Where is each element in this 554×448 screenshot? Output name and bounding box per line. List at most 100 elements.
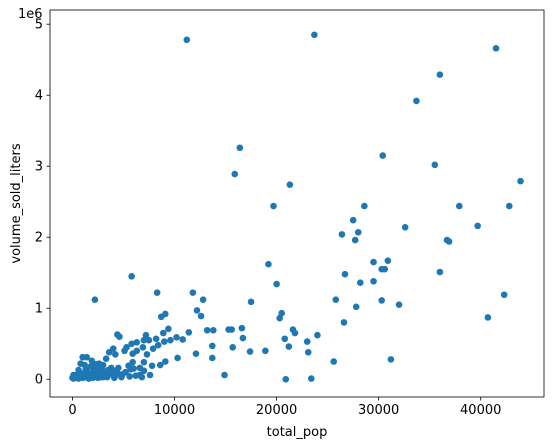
- data-point: [112, 372, 119, 380]
- data-point: [436, 71, 444, 78]
- data-point: [139, 343, 147, 351]
- data-point: [199, 296, 207, 304]
- data-point: [192, 350, 200, 357]
- data-point: [341, 270, 349, 278]
- data-point: [500, 291, 508, 299]
- data-point: [157, 313, 165, 321]
- y-tick-label: 0: [35, 373, 43, 388]
- data-point: [148, 362, 156, 370]
- data-point: [228, 326, 235, 333]
- data-point: [236, 144, 244, 152]
- data-point: [133, 339, 141, 346]
- data-point: [81, 361, 88, 369]
- data-point: [506, 202, 513, 210]
- data-point: [349, 216, 357, 224]
- data-point: [183, 36, 191, 44]
- data-point: [262, 347, 269, 355]
- data-point: [75, 366, 82, 374]
- data-point: [99, 361, 107, 369]
- data-point: [140, 336, 148, 344]
- data-point: [162, 358, 169, 365]
- data-point: [276, 314, 283, 322]
- data-point: [156, 361, 164, 369]
- data-point: [291, 329, 299, 337]
- data-point: [270, 202, 277, 210]
- data-point: [138, 373, 146, 381]
- data-point: [221, 371, 228, 379]
- data-point: [112, 351, 119, 358]
- data-point: [370, 277, 377, 285]
- y-axis-ticks: 0 1 2 3 4 5: [35, 18, 50, 388]
- data-point: [304, 348, 312, 356]
- data-point: [189, 289, 197, 296]
- data-point: [384, 257, 392, 264]
- data-point: [121, 347, 128, 355]
- data-point: [128, 272, 135, 280]
- data-point: [173, 334, 180, 341]
- data-point: [436, 268, 444, 276]
- data-point: [247, 298, 255, 306]
- data-point: [379, 152, 387, 159]
- data-point: [152, 335, 160, 343]
- x-tick-label: 10000: [154, 403, 195, 418]
- data-point: [91, 296, 99, 304]
- data-point: [401, 223, 409, 231]
- y-tick-label: 4: [35, 89, 43, 104]
- data-point: [484, 314, 492, 321]
- data-point: [185, 329, 193, 336]
- y-tick-label: 5: [35, 18, 43, 33]
- data-point: [307, 375, 315, 382]
- data-point: [133, 347, 141, 355]
- data-point: [114, 331, 121, 338]
- data-point: [352, 303, 360, 311]
- data-point: [361, 202, 368, 210]
- data-point: [165, 325, 172, 333]
- data-point: [193, 307, 201, 314]
- data-point: [89, 374, 97, 382]
- data-point: [351, 236, 359, 244]
- y-tick-label: 2: [35, 231, 43, 246]
- x-tick-label: 40000: [460, 403, 501, 418]
- data-point: [140, 358, 148, 366]
- data-point: [208, 342, 216, 350]
- data-point: [93, 365, 101, 372]
- y-tick-label: 3: [35, 160, 43, 175]
- data-point: [127, 366, 134, 373]
- data-point: [88, 357, 96, 365]
- data-point: [145, 336, 153, 344]
- data-point: [103, 373, 111, 381]
- data-point: [338, 231, 346, 238]
- data-point: [431, 161, 439, 169]
- y-axis-offset-label: 1e6: [18, 7, 43, 22]
- data-point: [474, 222, 481, 230]
- data-point: [154, 341, 162, 349]
- data-point: [79, 353, 86, 361]
- y-tick-label: 1: [35, 302, 43, 317]
- data-point: [159, 329, 167, 337]
- data-point: [356, 279, 364, 286]
- points-layer: [69, 31, 524, 383]
- data-point: [340, 319, 348, 326]
- data-point: [314, 331, 321, 339]
- data-point: [210, 326, 217, 334]
- x-tick-label: 20000: [256, 403, 297, 418]
- data-point: [445, 238, 453, 245]
- data-point: [387, 356, 395, 363]
- data-point: [179, 336, 186, 343]
- data-point: [142, 331, 150, 339]
- data-point: [87, 363, 95, 370]
- data-point: [282, 375, 290, 383]
- data-point: [330, 358, 338, 365]
- data-point: [229, 343, 236, 351]
- data-point: [146, 371, 154, 379]
- data-point: [354, 228, 362, 236]
- data-point: [239, 334, 247, 342]
- data-point: [246, 348, 254, 355]
- data-point: [273, 280, 280, 288]
- data-point: [413, 97, 420, 105]
- data-point: [517, 177, 524, 185]
- data-point: [83, 373, 91, 380]
- data-point: [70, 371, 77, 379]
- data-point: [167, 336, 174, 344]
- data-point: [395, 301, 403, 308]
